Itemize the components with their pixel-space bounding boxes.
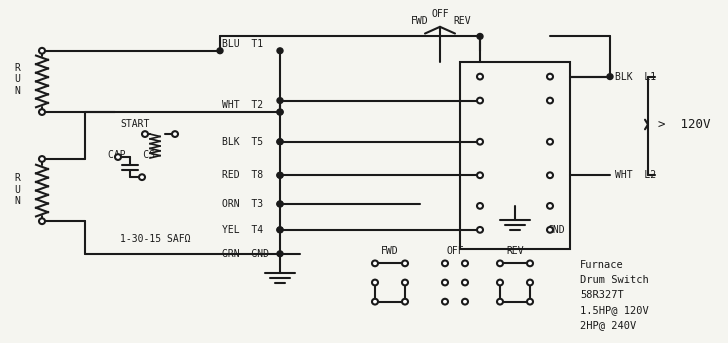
- Circle shape: [277, 227, 283, 233]
- Circle shape: [462, 280, 468, 285]
- Circle shape: [442, 280, 448, 285]
- Text: RED  T8: RED T8: [222, 170, 263, 180]
- Circle shape: [277, 98, 283, 104]
- Circle shape: [39, 156, 45, 162]
- Text: START: START: [120, 119, 149, 130]
- Circle shape: [547, 173, 553, 178]
- Bar: [460, 62, 570, 249]
- Circle shape: [115, 154, 121, 160]
- Circle shape: [277, 139, 283, 145]
- Circle shape: [497, 299, 503, 305]
- Text: R
U
N: R U N: [14, 173, 20, 206]
- Circle shape: [477, 74, 483, 80]
- Circle shape: [547, 139, 553, 145]
- Circle shape: [607, 74, 613, 80]
- Circle shape: [277, 109, 283, 115]
- Circle shape: [277, 173, 283, 178]
- Circle shape: [547, 74, 553, 80]
- Circle shape: [527, 260, 533, 266]
- Circle shape: [497, 260, 503, 266]
- Circle shape: [142, 131, 148, 137]
- Text: CAP   CS: CAP CS: [108, 150, 155, 160]
- Text: >  120V: > 120V: [658, 118, 711, 131]
- Circle shape: [547, 98, 553, 104]
- Circle shape: [372, 260, 378, 266]
- Circle shape: [402, 260, 408, 266]
- Circle shape: [39, 109, 45, 115]
- Text: WHT  L2: WHT L2: [615, 170, 656, 180]
- Circle shape: [277, 201, 283, 207]
- Text: BLK  T5: BLK T5: [222, 137, 263, 147]
- Text: Furnace
Drum Switch
58R327T
1.5HP@ 120V
2HP@ 240V: Furnace Drum Switch 58R327T 1.5HP@ 120V …: [580, 260, 649, 330]
- Circle shape: [39, 218, 45, 224]
- Circle shape: [402, 299, 408, 305]
- Circle shape: [527, 299, 533, 305]
- Circle shape: [277, 227, 283, 233]
- Circle shape: [477, 139, 483, 145]
- Circle shape: [547, 203, 553, 209]
- Circle shape: [497, 280, 503, 285]
- Circle shape: [372, 280, 378, 285]
- Circle shape: [139, 174, 145, 180]
- Text: WHT  T2: WHT T2: [222, 100, 263, 110]
- Text: R
U
N: R U N: [14, 63, 20, 96]
- Circle shape: [477, 34, 483, 39]
- Text: 1-30-15 SAFΩ: 1-30-15 SAFΩ: [120, 234, 191, 245]
- Text: BLU  T1: BLU T1: [222, 39, 263, 49]
- Text: OFF: OFF: [446, 246, 464, 256]
- Text: OFF: OFF: [431, 9, 449, 19]
- Circle shape: [277, 173, 283, 178]
- Text: GRN  GND: GRN GND: [222, 249, 269, 259]
- Circle shape: [277, 48, 283, 54]
- Circle shape: [477, 173, 483, 178]
- Text: REV: REV: [506, 246, 524, 256]
- Circle shape: [462, 260, 468, 266]
- Text: BLK  L1: BLK L1: [615, 72, 656, 82]
- Circle shape: [277, 109, 283, 115]
- Circle shape: [547, 227, 553, 233]
- Circle shape: [39, 48, 45, 54]
- Text: YEL  T4: YEL T4: [222, 225, 263, 235]
- Text: GND: GND: [548, 225, 566, 235]
- Circle shape: [462, 299, 468, 305]
- Circle shape: [477, 98, 483, 104]
- Text: ORN  T3: ORN T3: [222, 199, 263, 209]
- Text: FWD: FWD: [381, 246, 399, 256]
- Circle shape: [442, 299, 448, 305]
- Circle shape: [217, 48, 223, 54]
- Circle shape: [172, 131, 178, 137]
- Circle shape: [442, 260, 448, 266]
- Circle shape: [277, 139, 283, 145]
- Circle shape: [277, 251, 283, 257]
- Circle shape: [372, 299, 378, 305]
- Circle shape: [402, 280, 408, 285]
- Text: FWD: FWD: [411, 16, 429, 26]
- Circle shape: [477, 203, 483, 209]
- Circle shape: [527, 280, 533, 285]
- Circle shape: [477, 227, 483, 233]
- Circle shape: [277, 201, 283, 207]
- Text: REV: REV: [454, 16, 471, 26]
